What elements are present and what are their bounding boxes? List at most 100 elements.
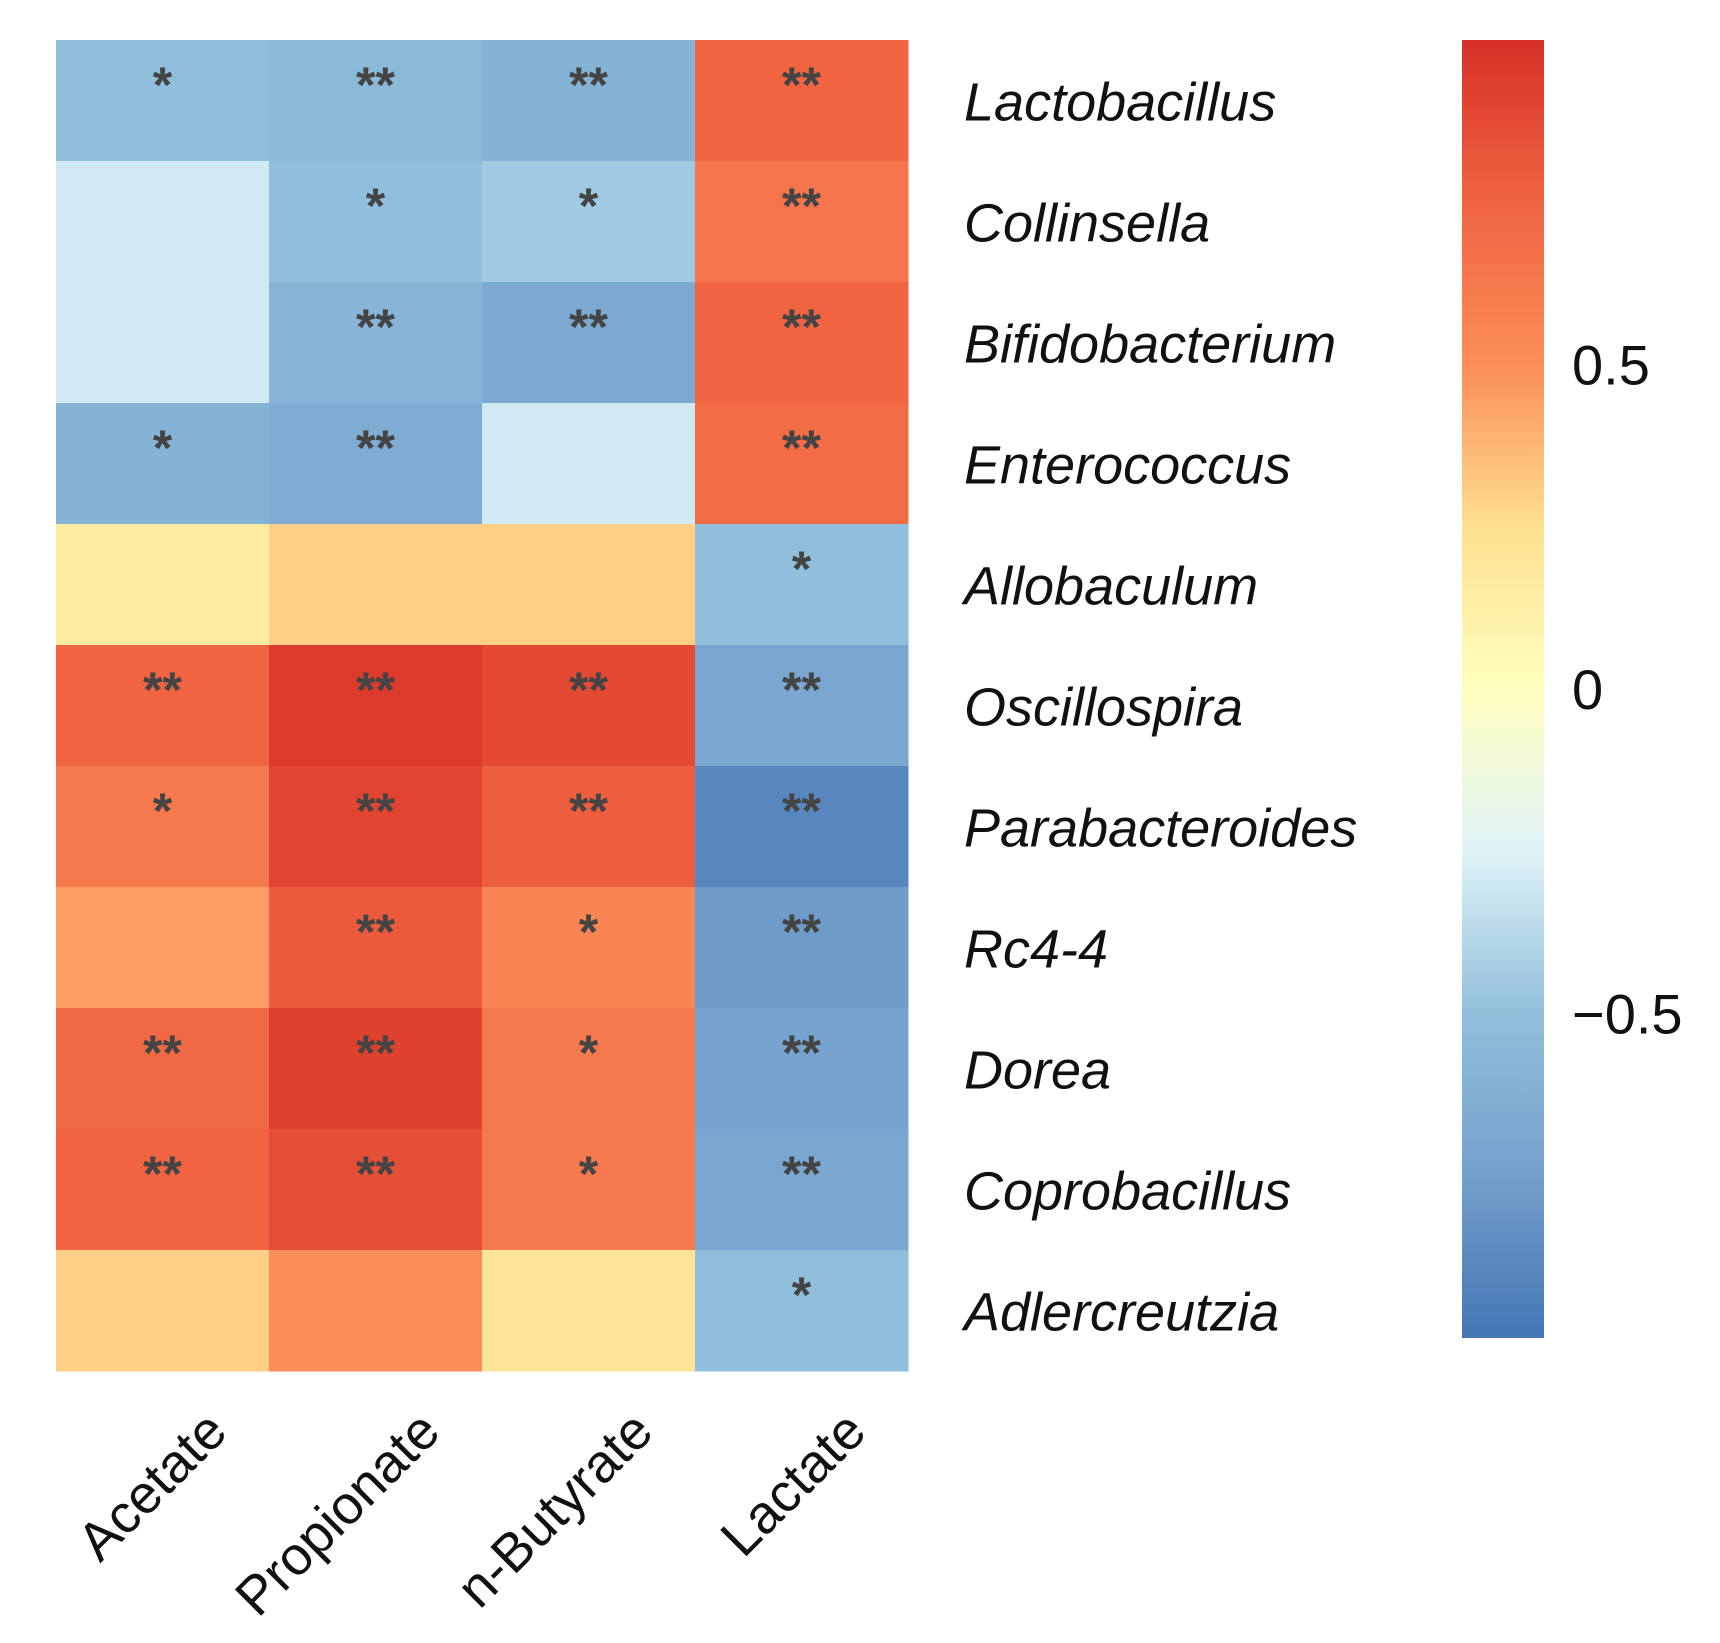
heatmap-cell	[56, 524, 270, 646]
heatmap-cell	[56, 645, 270, 767]
significance-marker: **	[569, 57, 608, 113]
row-labels: Lactobacillus Collinsella Bifidobacterium E…	[961, 73, 1357, 1343]
colorbar-gradient	[1462, 40, 1544, 1338]
row-label: Lactobacillus	[964, 73, 1276, 133]
significance-marker: **	[356, 420, 395, 476]
heatmap-cell	[482, 40, 696, 162]
row-label: Enterococcus	[964, 436, 1291, 496]
heatmap-cell	[269, 887, 483, 1009]
heatmap-cell	[269, 40, 483, 162]
significance-marker: **	[782, 904, 821, 960]
column-label: n-Butyrate	[446, 1400, 665, 1619]
significance-marker: *	[792, 1267, 812, 1323]
significance-marker: **	[356, 299, 395, 355]
heatmap-cell	[695, 1129, 909, 1251]
significance-marker: **	[356, 1146, 395, 1202]
significance-marker: **	[356, 904, 395, 960]
significance-marker: **	[782, 57, 821, 113]
significance-marker: **	[569, 299, 608, 355]
heatmap-cell	[269, 403, 483, 525]
row-label: Adlercreutzia	[961, 1283, 1279, 1343]
heatmap-cell	[56, 1250, 270, 1372]
significance-marker: *	[366, 178, 386, 234]
significance-marker: **	[143, 662, 182, 718]
colorbar-tick-label: 0	[1572, 658, 1603, 721]
colorbar: 0.5 0 −0.5	[1462, 40, 1683, 1338]
significance-markers: * ** ** *** * **** ** *** ** ***** ** ** *** ** ** ****…	[143, 57, 821, 1323]
colorbar-tick-label: 0.5	[1572, 334, 1650, 397]
row-label: Coprobacillus	[964, 1162, 1291, 1222]
heatmap-cell	[269, 766, 483, 888]
row-label: Parabacteroides	[964, 799, 1357, 859]
row-label: Oscillospira	[964, 678, 1243, 738]
heatmap-cell	[56, 887, 270, 1009]
heatmap-cell	[56, 403, 270, 525]
heatmap-cell	[695, 766, 909, 888]
significance-marker: **	[356, 662, 395, 718]
heatmap-cell	[269, 1250, 483, 1372]
row-label: Collinsella	[964, 194, 1210, 254]
heatmap-cell	[695, 645, 909, 767]
heatmap-cell	[482, 1250, 696, 1372]
significance-marker: *	[579, 904, 599, 960]
significance-marker: *	[579, 178, 599, 234]
column-label: Lactate	[709, 1400, 877, 1568]
heatmap-cell	[695, 161, 909, 283]
significance-marker: *	[153, 783, 173, 839]
significance-marker: **	[569, 783, 608, 839]
significance-marker: **	[782, 783, 821, 839]
row-label: Allobaculum	[961, 557, 1258, 617]
heatmap-cell	[695, 887, 909, 1009]
heatmap-cell	[56, 282, 270, 404]
significance-marker: **	[356, 57, 395, 113]
heatmap-cell	[56, 1129, 270, 1251]
heatmap-cell	[482, 161, 696, 283]
heatmap-cell	[482, 524, 696, 646]
significance-marker: *	[579, 1146, 599, 1202]
significance-marker: **	[782, 420, 821, 476]
heatmap-cell	[695, 282, 909, 404]
heatmap-cell	[269, 1129, 483, 1251]
significance-marker: *	[792, 541, 812, 597]
heatmap-cell	[269, 282, 483, 404]
heatmap-cell	[269, 524, 483, 646]
colorbar-ticks: 0.5 0 −0.5	[1572, 334, 1683, 1046]
heatmap-cell	[482, 645, 696, 767]
heatmap-cell	[482, 282, 696, 404]
heatmap-cell	[482, 887, 696, 1009]
row-label: Bifidobacterium	[964, 315, 1336, 375]
significance-marker: **	[782, 299, 821, 355]
heatmap-cell	[482, 766, 696, 888]
heatmap-cell	[482, 403, 696, 525]
colorbar-tick-label: −0.5	[1572, 983, 1683, 1046]
heatmap-cell	[695, 40, 909, 162]
significance-marker: **	[569, 662, 608, 718]
heatmap-cell	[269, 645, 483, 767]
heatmap-cell	[482, 1008, 696, 1130]
heatmap-cell	[56, 161, 270, 283]
significance-marker: *	[153, 420, 173, 476]
heatmap-cells	[56, 40, 909, 1372]
heatmap-cell	[56, 40, 270, 162]
heatmap-cell	[695, 524, 909, 646]
heatmap-cell	[56, 1008, 270, 1130]
heatmap-cell	[269, 1008, 483, 1130]
significance-marker: *	[153, 57, 173, 113]
heatmap-cell	[695, 1008, 909, 1130]
significance-marker: **	[782, 178, 821, 234]
significance-marker: **	[356, 783, 395, 839]
heatmap-cell	[56, 766, 270, 888]
significance-marker: **	[782, 1025, 821, 1081]
row-label: Dorea	[964, 1041, 1111, 1101]
significance-marker: **	[782, 1146, 821, 1202]
row-label: Rc4-4	[964, 920, 1108, 980]
significance-marker: **	[143, 1146, 182, 1202]
heatmap-cell	[482, 1129, 696, 1251]
significance-marker: **	[782, 662, 821, 718]
column-label: Propionate	[224, 1400, 451, 1627]
column-label: Acetate	[66, 1400, 238, 1572]
heatmap-cell	[695, 1250, 909, 1372]
significance-marker: **	[356, 1025, 395, 1081]
